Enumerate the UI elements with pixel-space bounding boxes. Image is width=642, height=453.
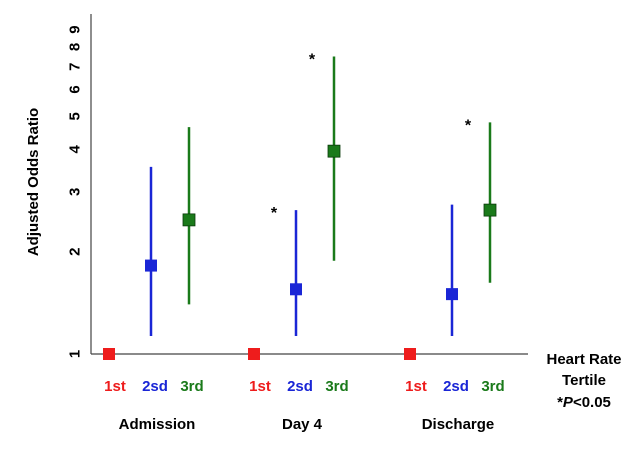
significance-note-threshold: <0.05 bbox=[573, 394, 611, 411]
tertile-label: 1st bbox=[104, 378, 126, 395]
tertile-label: 3rd bbox=[481, 378, 504, 395]
odds-ratio-marker bbox=[327, 144, 341, 158]
y-tick-label: 7 bbox=[67, 62, 84, 70]
y-axis-label: Adjusted Odds Ratio bbox=[25, 108, 42, 256]
group-label: Discharge bbox=[422, 416, 495, 433]
y-tick-label: 8 bbox=[67, 43, 84, 51]
y-tick-label: 5 bbox=[67, 112, 84, 120]
significance-note-p: P bbox=[563, 394, 574, 411]
odds-ratio-marker bbox=[182, 213, 196, 227]
y-tick-label: 2 bbox=[67, 247, 84, 255]
significance-star: * bbox=[271, 205, 278, 222]
legend-title-line1: Heart Rate bbox=[546, 351, 621, 368]
y-tick-label: 4 bbox=[67, 144, 84, 153]
data-marks: * * * bbox=[103, 51, 497, 360]
y-tick-labels: 1 2 3 4 5 6 7 8 9 bbox=[67, 25, 84, 358]
significance-note-star: * bbox=[557, 394, 563, 411]
odds-ratio-marker bbox=[145, 259, 157, 272]
group-label: Day 4 bbox=[282, 416, 323, 433]
group-label: Admission bbox=[119, 416, 196, 433]
legend-note: Heart Rate Tertile *P<0.05 bbox=[546, 351, 621, 411]
odds-ratio-marker bbox=[248, 348, 260, 360]
x-tick-labels: 1st 2sd 3rd Admission 1st 2sd 3rd Day 4 1st 2sd 3r… bbox=[104, 378, 505, 433]
significance-note: *P<0.05 bbox=[557, 394, 611, 411]
tertile-label: 2sd bbox=[443, 378, 469, 395]
tertile-label: 2sd bbox=[287, 378, 313, 395]
tertile-label: 2sd bbox=[142, 378, 168, 395]
tertile-label: 1st bbox=[249, 378, 271, 395]
y-tick-label: 1 bbox=[67, 350, 84, 358]
odds-ratio-marker bbox=[290, 283, 302, 296]
tertile-label: 3rd bbox=[180, 378, 203, 395]
tertile-label: 1st bbox=[405, 378, 427, 395]
y-tick-label: 3 bbox=[67, 188, 84, 196]
y-tick-label: 6 bbox=[67, 85, 84, 93]
legend-title-line2: Tertile bbox=[562, 372, 606, 389]
significance-star: * bbox=[309, 51, 316, 68]
odds-ratio-marker bbox=[483, 203, 497, 217]
odds-ratio-marker bbox=[446, 288, 458, 301]
y-tick-label: 9 bbox=[67, 25, 84, 33]
odds-ratio-marker bbox=[404, 348, 416, 360]
significance-star: * bbox=[465, 117, 472, 134]
odds-ratio-marker bbox=[103, 348, 115, 360]
tertile-label: 3rd bbox=[325, 378, 348, 395]
